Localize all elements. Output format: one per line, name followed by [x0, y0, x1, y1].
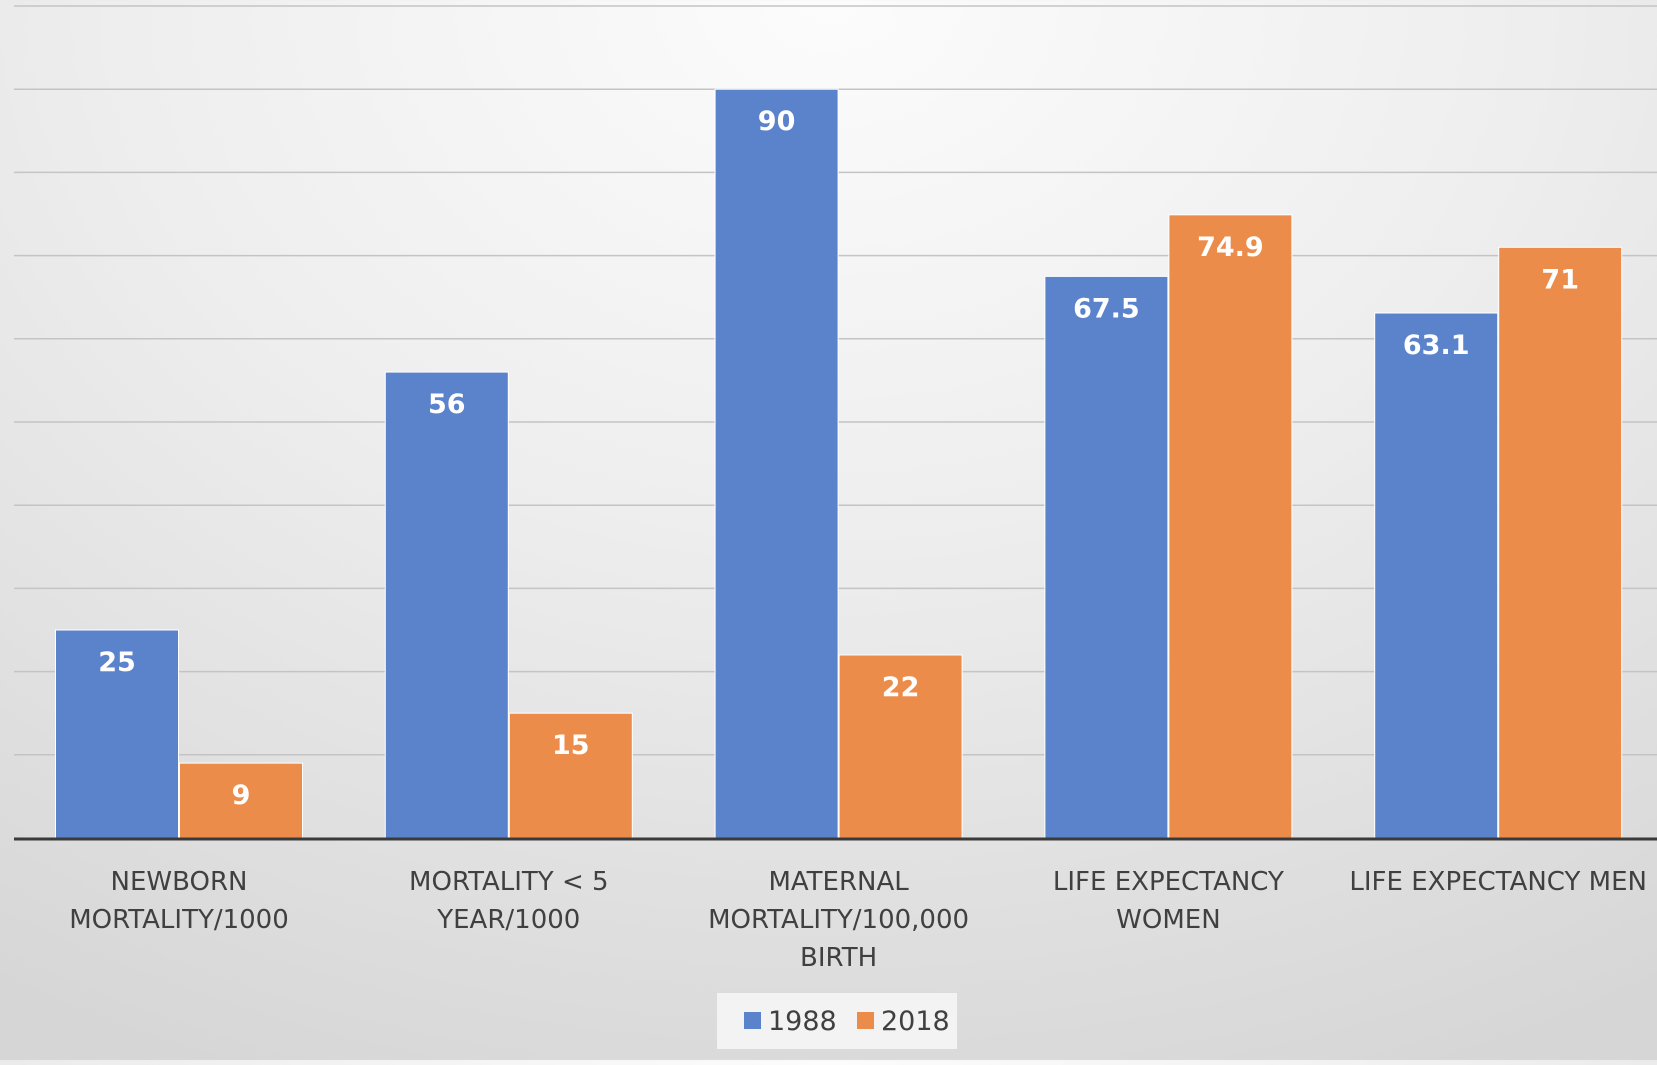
data-label: 63.1 [1403, 330, 1470, 361]
data-label: 25 [98, 647, 136, 678]
x-tick-label: LIFE EXPECTANCY MEN [1349, 867, 1647, 897]
data-label: 9 [232, 780, 251, 811]
x-tick-label: NEWBORN MORTALITY/1000 [69, 867, 289, 935]
x-axis-tick-labels: NEWBORN MORTALITY/1000 MORTALITY < 5 YEAR/1… [69, 867, 1647, 973]
bar-1988 [1374, 312, 1499, 839]
data-label: 56 [428, 389, 466, 420]
x-tick-label: LIFE EXPECTANCY WOMEN [1053, 867, 1284, 935]
bar-2018 [838, 654, 963, 839]
bar-2018 [1498, 246, 1623, 839]
data-label: 22 [882, 672, 920, 703]
legend-swatch-1988 [744, 1012, 761, 1029]
legend-swatch-2018 [857, 1012, 874, 1029]
bars [55, 88, 1623, 839]
bar-2018 [1168, 214, 1293, 839]
legend-label-2018: 2018 [881, 1006, 950, 1037]
bar-1988 [384, 371, 509, 839]
bar-1988 [714, 88, 839, 839]
data-label: 74.9 [1197, 232, 1264, 263]
data-label: 67.5 [1073, 293, 1140, 324]
x-tick-label: MATERNAL MORTALITY/100,000 BIRTH [708, 867, 969, 973]
data-label: 15 [552, 730, 590, 761]
bar-2018 [179, 762, 303, 839]
x-tick-label: MORTALITY < 5 YEAR/1000 [409, 867, 609, 935]
bar-1988 [1044, 275, 1169, 839]
data-label: 71 [1541, 264, 1579, 295]
legend-label-1988: 1988 [768, 1006, 837, 1037]
data-label: 90 [758, 106, 796, 137]
legend: 1988 2018 [717, 993, 957, 1049]
data-labels: 25 9 56 15 90 22 67.5 74.9 63.1 71 [98, 106, 1579, 811]
bar-1988 [55, 629, 179, 839]
